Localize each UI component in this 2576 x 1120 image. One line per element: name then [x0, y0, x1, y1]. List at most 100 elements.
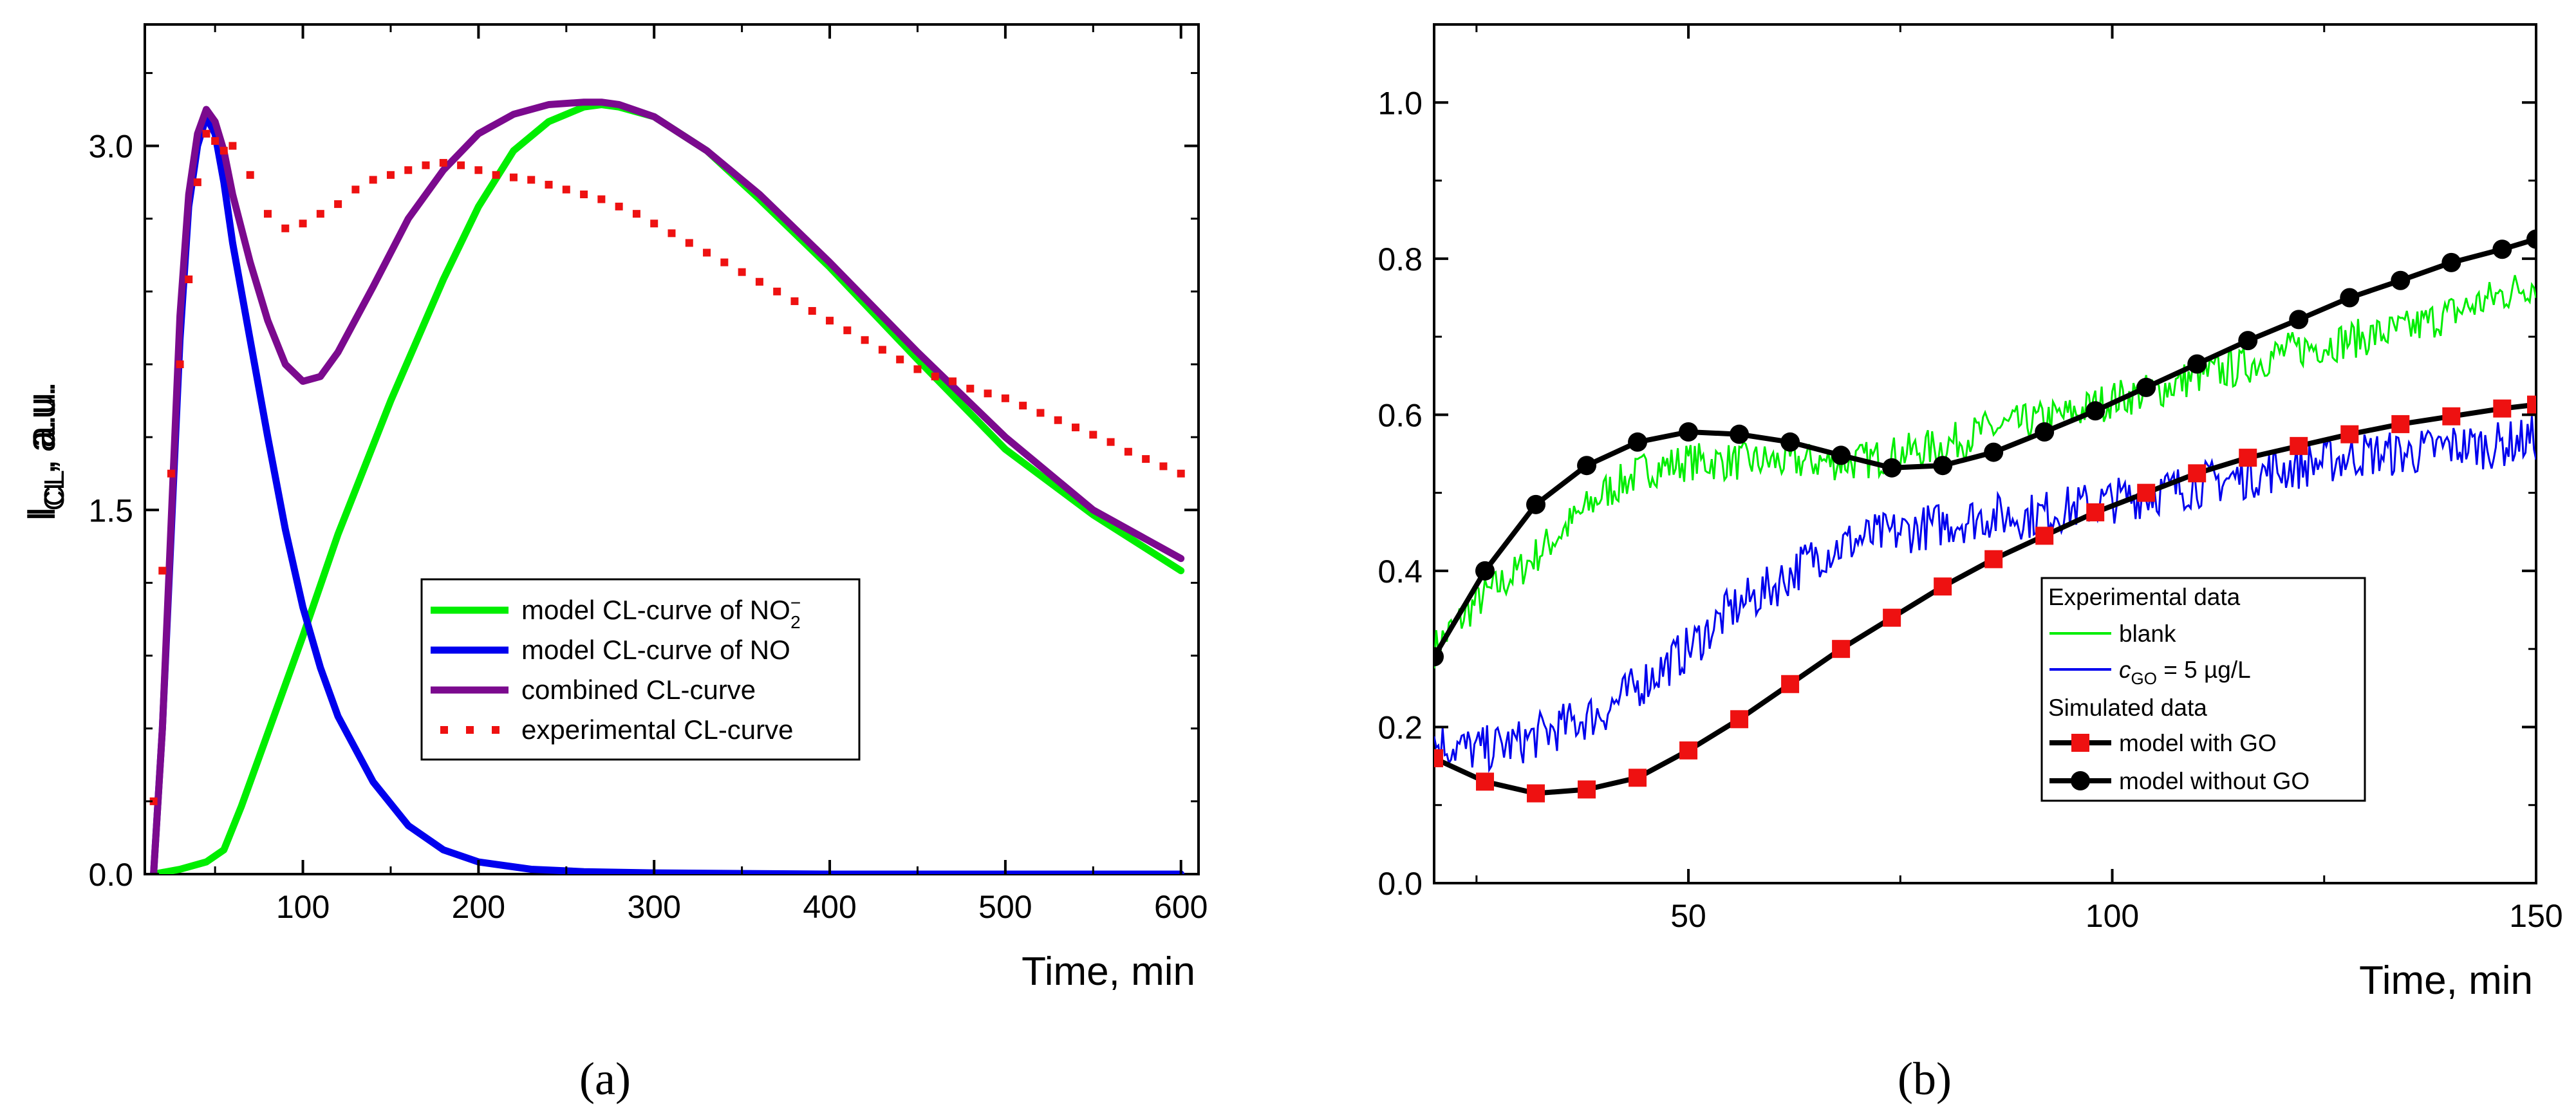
- experimental-point: [185, 275, 193, 283]
- x-tick-label: 100: [276, 889, 330, 925]
- experimental-point: [808, 307, 816, 315]
- series-marker-square: [1578, 780, 1596, 799]
- y-tick-label: 0.8: [1377, 241, 1423, 277]
- experimental-point: [949, 377, 957, 386]
- series-marker-square: [1984, 550, 2003, 568]
- y-tick-label: 0.4: [1377, 554, 1423, 590]
- experimental-point: [369, 176, 377, 184]
- legend-label-text: model without GO: [2119, 768, 2310, 794]
- series-marker-square: [1730, 710, 1749, 729]
- data-layer: [149, 98, 1185, 874]
- x-tick-label: 200: [452, 889, 505, 925]
- experimental-point: [1089, 431, 1097, 439]
- x-tick-label: 100: [2086, 898, 2139, 934]
- y-tick-label: 0.0: [88, 857, 133, 893]
- experimental-point: [193, 178, 201, 187]
- experimental-point: [562, 185, 570, 194]
- experimental-point: [545, 180, 553, 189]
- series-marker-circle: [2136, 377, 2156, 397]
- y-axis-label-main: I: [19, 506, 64, 517]
- legend-label-sub: GO: [2131, 669, 2157, 688]
- series-marker-square: [1934, 577, 1952, 596]
- experimental-point: [1124, 447, 1132, 456]
- experimental-point: [913, 365, 922, 373]
- y-axis-label: ICL, a.u.: [19, 381, 70, 517]
- series-marker-circle: [1679, 422, 1699, 442]
- experimental-point: [439, 158, 447, 167]
- experimental-point: [738, 268, 746, 276]
- experimental-point: [176, 360, 184, 368]
- series-marker-circle: [1526, 494, 1546, 514]
- series-marker-square: [2137, 483, 2156, 502]
- series-marker-circle: [1628, 432, 1648, 452]
- y-axis-label-tail: , a.u.: [19, 386, 64, 474]
- legend-label-text: combined CL-curve: [521, 675, 756, 705]
- experimental-point: [632, 210, 640, 218]
- experimental-point: [202, 129, 210, 138]
- experimental-point: [1159, 462, 1168, 471]
- series-line-0: [150, 101, 1185, 874]
- legend-label: experimental CL-curve: [521, 714, 794, 745]
- legend-label: combined CL-curve: [521, 675, 756, 705]
- x-tick-label: 600: [1154, 889, 1208, 925]
- series-marker-circle: [2187, 354, 2207, 374]
- panel-label: (a): [579, 1053, 631, 1105]
- series-marker-circle: [2035, 422, 2055, 442]
- legend-label-text: model CL-curve of NO: [521, 595, 790, 625]
- data-layer: [1434, 229, 2536, 803]
- series-marker-circle: [2238, 331, 2258, 351]
- y-tick-label: 0.6: [1377, 397, 1423, 433]
- y-tick-label: 1.0: [1377, 85, 1423, 121]
- experimental-point: [404, 166, 413, 174]
- y-axis-label-tail: , a.u.: [19, 381, 64, 470]
- experimental-point: [580, 191, 588, 198]
- experimental-point: [167, 469, 175, 478]
- series-marker-circle: [1434, 647, 1444, 667]
- series-marker-square: [2188, 464, 2207, 483]
- experimental-point: [229, 142, 237, 150]
- experimental-point: [597, 195, 606, 203]
- experimental-point: [1019, 402, 1027, 410]
- y-tick-label: 0.0: [1377, 866, 1423, 902]
- experimental-point: [457, 161, 465, 169]
- experimental-point: [1054, 416, 1062, 424]
- experimental-point: [1072, 424, 1080, 432]
- series-marker-square: [1476, 772, 1495, 791]
- panel-label: (b): [1898, 1053, 1952, 1105]
- series-line-2: [1434, 402, 2536, 796]
- series-marker-circle: [2391, 270, 2411, 290]
- series-marker-circle: [2289, 310, 2309, 330]
- experimental-point: [650, 219, 658, 228]
- series-marker-square: [2340, 425, 2359, 443]
- experimental-point: [263, 210, 272, 218]
- experimental-point: [843, 326, 852, 335]
- series-marker-square: [2290, 436, 2308, 455]
- legend-label-sub: 2: [790, 612, 801, 632]
- x-tick-label: 50: [1670, 898, 1706, 934]
- legend-label-text: model CL-curve of NO: [521, 635, 790, 665]
- legend-marker: [440, 726, 448, 734]
- experimental-point: [966, 384, 975, 393]
- series-marker-square: [1434, 749, 1443, 767]
- series-marker-circle: [1831, 445, 1851, 465]
- experimental-point: [1142, 455, 1150, 463]
- series-marker-circle: [1780, 432, 1800, 452]
- experimental-point: [896, 355, 904, 364]
- y-tick-label: 3.0: [88, 129, 133, 165]
- series-marker-square: [1679, 741, 1698, 760]
- legend-marker-circle: [2071, 771, 2090, 790]
- legend-label-sup: −: [790, 593, 801, 613]
- experimental-point: [219, 147, 228, 155]
- experimental-point: [1001, 394, 1009, 402]
- experimental-point: [773, 287, 781, 295]
- experimental-point: [1177, 469, 1185, 478]
- y-axis-label-sub: CL: [39, 474, 70, 510]
- experimental-point: [878, 346, 886, 354]
- y-axis-label: ICL, a.u.: [19, 386, 70, 521]
- legend-marker: [492, 726, 499, 734]
- experimental-point: [149, 797, 158, 805]
